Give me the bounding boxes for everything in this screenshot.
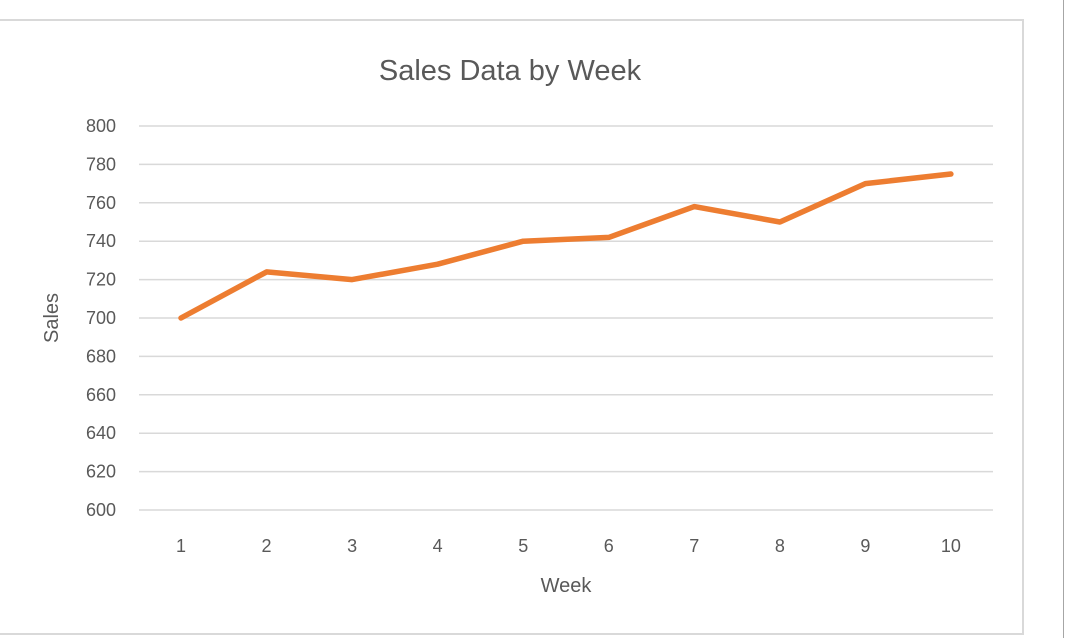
gridlines bbox=[139, 125, 993, 511]
chart-frame[interactable] bbox=[0, 19, 1024, 635]
x-tick-label: 10 bbox=[941, 536, 961, 556]
y-axis-label: Sales bbox=[41, 293, 63, 343]
x-axis-label: Week bbox=[541, 575, 593, 597]
x-axis-ticks: 1 2 3 4 5 6 7 8 9 10 bbox=[176, 536, 961, 556]
x-tick-label: 6 bbox=[604, 536, 614, 556]
x-tick-label: 8 bbox=[775, 536, 785, 556]
chart-title: Sales Data by Week bbox=[379, 55, 642, 87]
y-tick-label: 700 bbox=[86, 308, 116, 328]
vertical-divider bbox=[1063, 0, 1064, 638]
y-tick-label: 680 bbox=[86, 346, 116, 366]
y-tick-label: 780 bbox=[86, 154, 116, 174]
y-tick-label: 600 bbox=[86, 500, 116, 520]
x-tick-label: 5 bbox=[518, 536, 528, 556]
series-line bbox=[178, 171, 954, 321]
y-tick-label: 640 bbox=[86, 423, 116, 443]
data-series bbox=[178, 171, 954, 321]
y-tick-label: 620 bbox=[86, 462, 116, 482]
x-tick-label: 2 bbox=[262, 536, 272, 556]
x-tick-label: 9 bbox=[860, 536, 870, 556]
y-tick-label: 800 bbox=[86, 116, 116, 136]
y-tick-label: 760 bbox=[86, 193, 116, 213]
y-tick-label: 720 bbox=[86, 270, 116, 290]
y-tick-label: 740 bbox=[86, 231, 116, 251]
x-tick-label: 7 bbox=[689, 536, 699, 556]
x-tick-label: 1 bbox=[176, 536, 186, 556]
x-tick-label: 4 bbox=[433, 536, 443, 556]
x-tick-label: 3 bbox=[347, 536, 357, 556]
y-axis-ticks: 600 620 640 660 680 700 720 740 760 780 800 bbox=[86, 116, 116, 520]
y-tick-label: 660 bbox=[86, 385, 116, 405]
